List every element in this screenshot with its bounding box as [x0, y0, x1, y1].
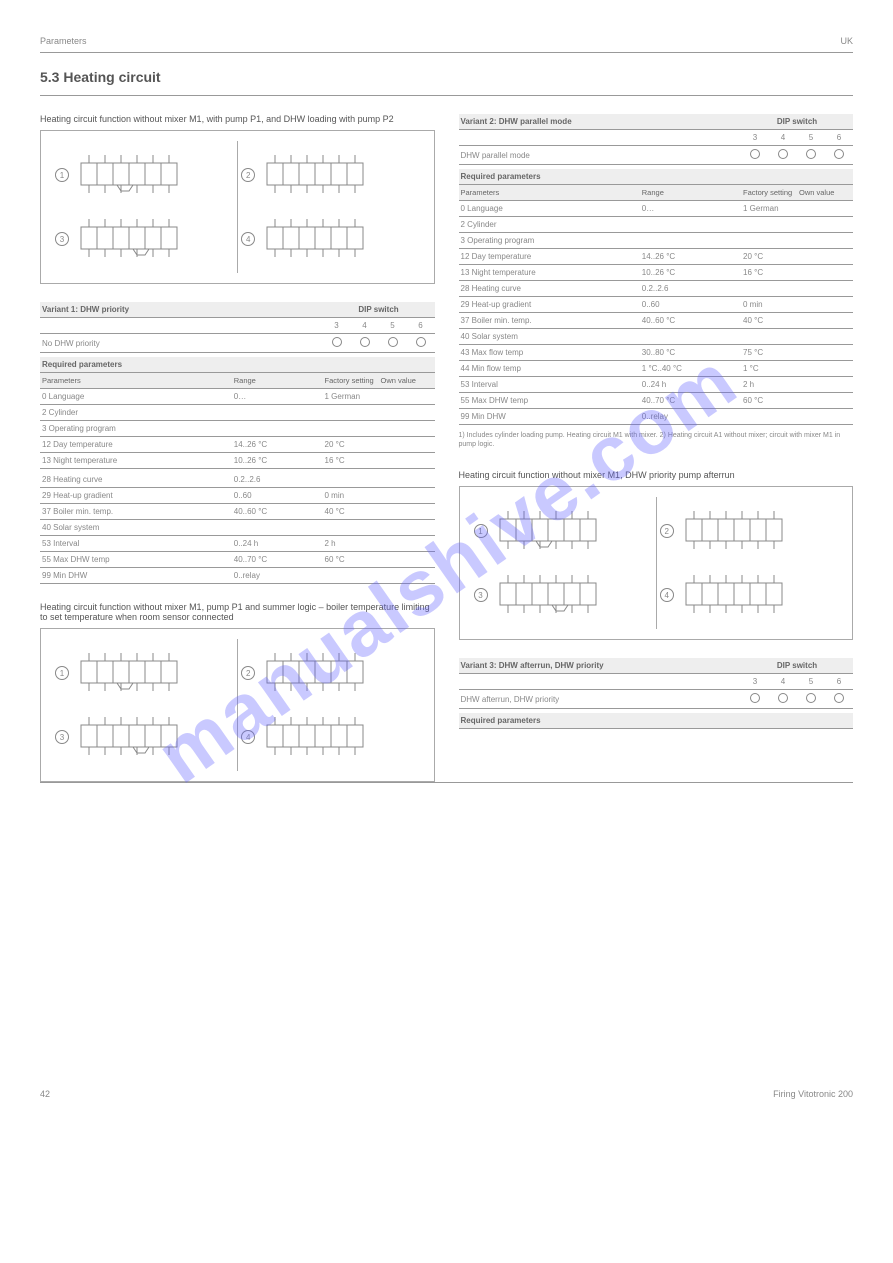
dip-switch-icon [261, 213, 371, 265]
dip-switch-icon [75, 149, 185, 201]
dip-switch-icon [680, 569, 790, 621]
dip-switch-icon [494, 569, 604, 621]
dip-cell-num: 1 [55, 168, 69, 182]
dip-switch-icon [75, 647, 185, 699]
dip-switch-icon [75, 711, 185, 763]
table-variant-2: Variant 2: DHW parallel modeDIP switch 3… [459, 114, 854, 425]
table-variant-3: Variant 3: DHW afterrun, DHW priorityDIP… [459, 658, 854, 729]
dip-box-1: 1 2 3 4 [40, 130, 435, 284]
dip-cell-num: 2 [241, 168, 255, 182]
dip-switch-icon [261, 711, 371, 763]
dipbox2-subtitle: Heating circuit function without mixer M… [40, 602, 435, 622]
header-left: Parameters [40, 36, 87, 46]
tbl1-title: Variant 1: DHW priority [40, 302, 323, 318]
table-variant-1: Variant 1: DHW priorityDIP switch 3456 N… [40, 302, 435, 584]
tbl3-title: Variant 3: DHW afterrun, DHW priority [459, 658, 742, 674]
dip-cell-num: 4 [241, 232, 255, 246]
dip-switch-icon [75, 213, 185, 265]
dip-switch-icon [261, 149, 371, 201]
footer-page: 42 [40, 1089, 50, 1099]
footer-right: Firing Vitotronic 200 [773, 1089, 853, 1099]
dip-box-3: 1 2 3 4 [459, 486, 854, 640]
dip-cell-num: 3 [55, 232, 69, 246]
dip-switch-icon [261, 647, 371, 699]
header-right: UK [840, 36, 853, 46]
section-title: 5.3 Heating circuit [40, 69, 853, 85]
tbl2-title: Variant 2: DHW parallel mode [459, 114, 742, 130]
dip-switch-icon [680, 505, 790, 557]
dipbox3-subtitle: Heating circuit function without mixer M… [459, 470, 854, 480]
tbl2-notes: 1) Includes cylinder loading pump. Heati… [459, 431, 854, 451]
dipbox1-subtitle: Heating circuit function without mixer M… [40, 114, 435, 124]
dip-box-2: 1 2 3 4 [40, 628, 435, 782]
dip-switch-icon [494, 505, 604, 557]
